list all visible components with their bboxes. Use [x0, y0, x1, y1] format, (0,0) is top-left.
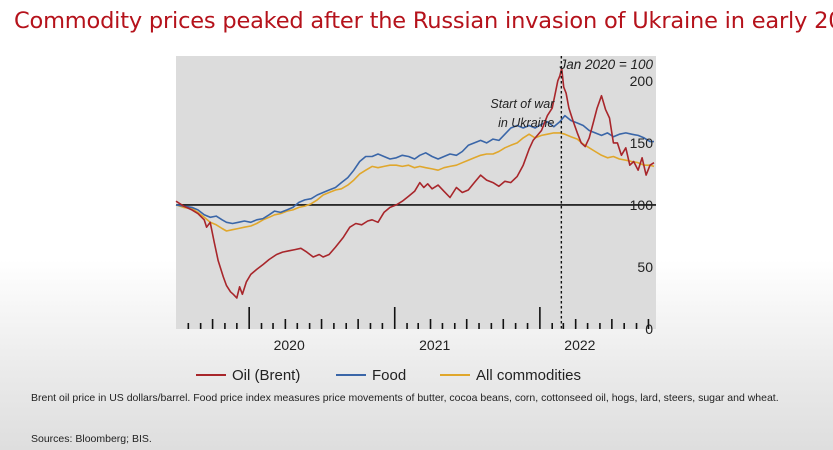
legend-label-oil: Oil (Brent) [232, 367, 300, 384]
y-tick-label: 150 [630, 135, 654, 151]
slide-title: Commodity prices peaked after the Russia… [14, 8, 833, 34]
sources-note: Sources: Bloomberg; BIS. [31, 433, 152, 445]
legend: Oil (Brent) Food All commodities [196, 367, 581, 384]
annotation-text: in Ukraine [498, 116, 554, 130]
legend-label-all: All commodities [476, 367, 581, 384]
annotation-text: Start of war [490, 97, 555, 111]
plot-area [176, 56, 656, 329]
footnote: Brent oil price in US dollars/barrel. Fo… [31, 392, 779, 404]
x-tick-label: 2022 [564, 337, 595, 353]
x-tick-label: 2021 [419, 337, 450, 353]
unit-label: Jan 2020 = 100 [559, 57, 654, 72]
x-tick-label: 2020 [274, 337, 305, 353]
series-line-food [175, 114, 654, 225]
y-tick-label: 100 [630, 197, 654, 213]
y-tick-label: 200 [630, 73, 654, 89]
y-tick-label: 50 [637, 259, 653, 275]
series-line-oil [175, 67, 655, 299]
series-line-all [175, 132, 655, 232]
legend-label-food: Food [372, 367, 406, 384]
